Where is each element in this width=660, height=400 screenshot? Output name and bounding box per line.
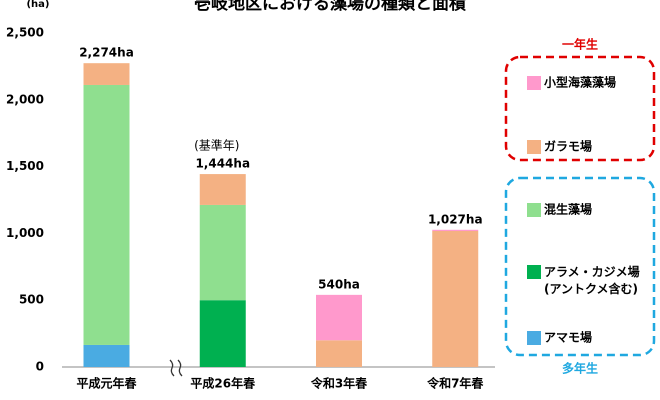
legend-label: ガラモ場	[544, 139, 592, 154]
legend-swatch	[527, 265, 541, 279]
bar-segment	[432, 229, 479, 231]
legend-swatch	[527, 76, 541, 90]
legend-group-box	[504, 55, 656, 162]
y-tick-label: 1,000	[6, 226, 44, 240]
x-tick-label: 平成元年春	[76, 376, 137, 391]
y-unit: (ha)	[26, 0, 49, 10]
bar-segment	[199, 300, 246, 367]
legend-swatch	[527, 140, 541, 154]
legend-group-label: 多年生	[562, 361, 598, 376]
x-tick-label: 平成26年春	[190, 376, 256, 391]
bar-segment	[83, 63, 130, 85]
bar-segment	[432, 230, 479, 367]
axis-break	[169, 359, 183, 377]
legend-group-box	[504, 176, 656, 357]
y-tick-label: 2,000	[6, 92, 44, 106]
bar-segment	[316, 294, 362, 341]
y-tick-label: 500	[19, 293, 44, 307]
legend-swatch	[527, 331, 541, 345]
bar-segment	[83, 344, 130, 367]
legend-label: アラメ・カジメ場(アントクメ含む)	[544, 264, 640, 296]
total-label: 540ha	[318, 277, 360, 291]
total-label: 2,274ha	[79, 46, 134, 60]
annotation: (基準年)	[194, 138, 239, 153]
total-label: 1,027ha	[428, 212, 483, 226]
y-tick-label: 2,500	[6, 26, 44, 40]
y-tick-label: 0	[36, 360, 44, 374]
chart-title: 壱岐地区における藻場の種類と面積	[194, 0, 467, 14]
y-tick-label: 1,500	[6, 159, 44, 173]
total-label: 1,444ha	[195, 157, 250, 171]
x-tick-label: 令和7年春	[426, 376, 484, 391]
bar-segment	[83, 84, 130, 345]
legend-label: アマモ場	[544, 330, 592, 345]
bar-segment	[199, 174, 246, 205]
bar-segment	[316, 340, 362, 367]
bar-segment	[199, 204, 246, 301]
legend-label: 小型海藻藻場	[544, 75, 616, 90]
legend-swatch	[527, 203, 541, 217]
x-tick-label: 令和3年春	[310, 376, 368, 391]
legend-group-label: 一年生	[562, 37, 598, 52]
legend-label: 混生藻場	[544, 202, 592, 217]
